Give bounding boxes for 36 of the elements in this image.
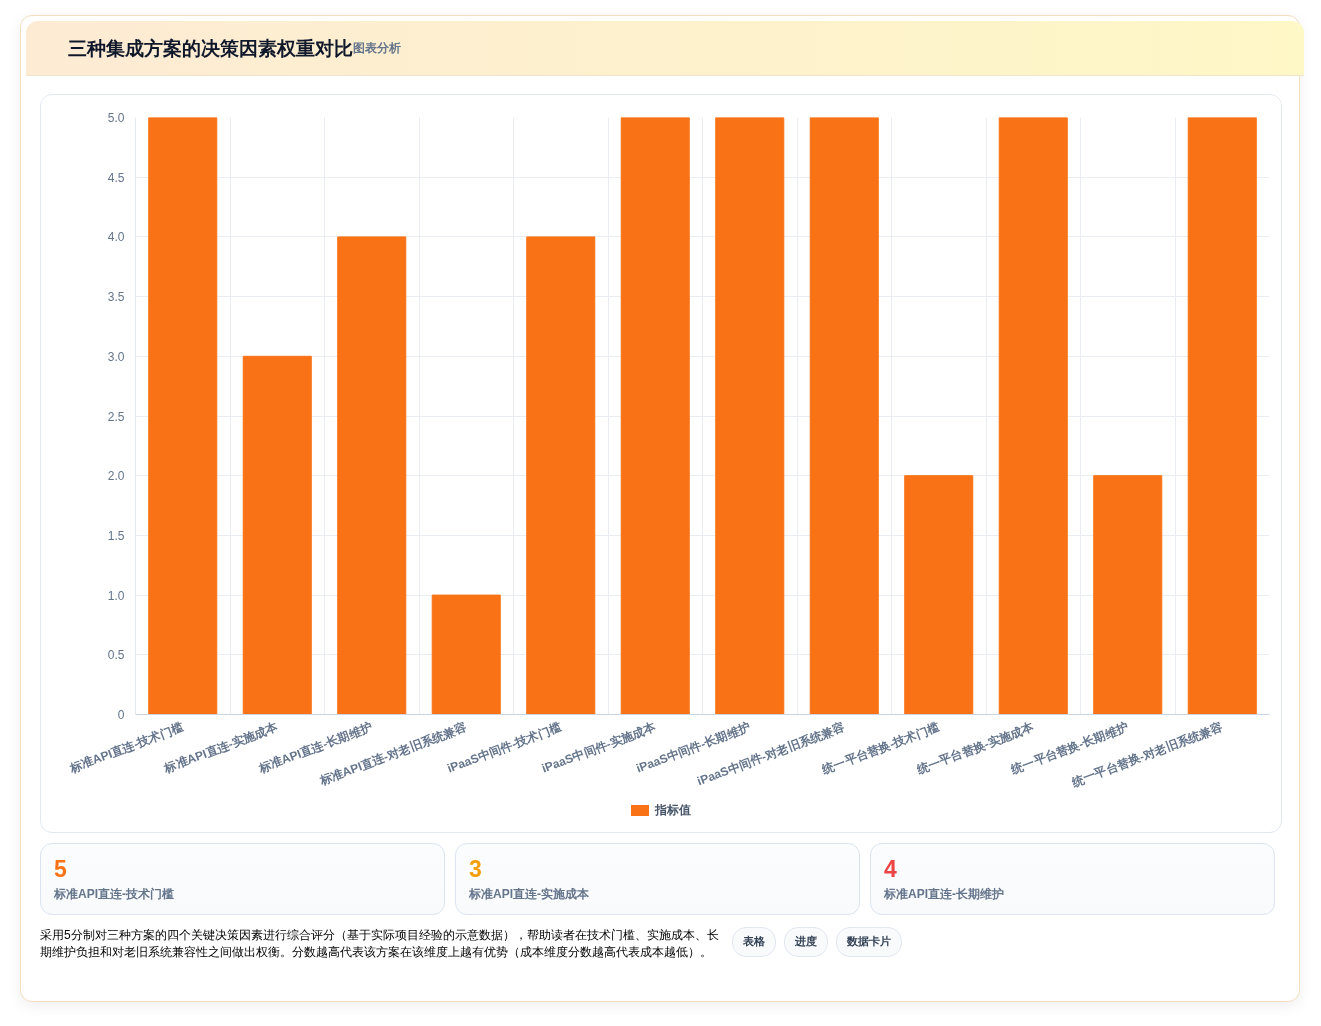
bar <box>715 117 785 715</box>
legend-label: 指标值 <box>655 802 691 820</box>
y-tick-label: 2.5 <box>107 409 125 424</box>
text: 数据卡片 <box>836 927 902 957</box>
text: 标准API直连-长期维护 <box>884 886 1004 903</box>
text: 5 <box>54 855 68 883</box>
bar <box>1093 475 1163 715</box>
y-tick-label: 2.0 <box>107 469 125 484</box>
bar <box>809 117 879 715</box>
y-tick-label: 4.0 <box>107 230 125 245</box>
bar <box>148 117 218 715</box>
y-tick-label: 0 <box>117 708 125 722</box>
y-tick-label: 1.0 <box>107 588 125 603</box>
text: 采用5分制对三种方案的四个关键决策因素进行综合评分（基于实际项目经验的示意数据），帮助读者在技术门槛、实施成本、长期维护负担和对老旧系统兼容性之间做出权衡。分数越高代表该方案在该维度上越有优势（成本维度分数越高代表成本越低）。 <box>40 927 720 962</box>
text: 图表分析 <box>353 40 401 55</box>
text: 3 <box>469 855 483 883</box>
y-tick-label: 4.5 <box>107 170 125 185</box>
bar <box>526 236 596 715</box>
text: 进度 <box>784 927 828 957</box>
bar <box>998 117 1068 715</box>
y-tick-label: 3.0 <box>107 349 125 364</box>
bar <box>242 355 312 715</box>
text: 标准API直连-技术门槛 <box>54 886 174 903</box>
y-tick-label: 5.0 <box>107 111 125 125</box>
bar <box>1187 117 1257 715</box>
bar <box>431 594 501 715</box>
y-tick-label: 3.5 <box>107 290 125 305</box>
text: 表格 <box>732 927 776 957</box>
bar <box>337 236 407 715</box>
text: 4 <box>884 855 898 883</box>
bar <box>620 117 690 715</box>
chart-title: 三种集成方案的决策因素权重对比 <box>68 36 353 61</box>
y-tick-label: 0.5 <box>107 648 125 663</box>
y-tick-label: 1.5 <box>107 528 125 543</box>
text: 标准API直连-实施成本 <box>469 886 589 903</box>
bar <box>904 475 974 715</box>
